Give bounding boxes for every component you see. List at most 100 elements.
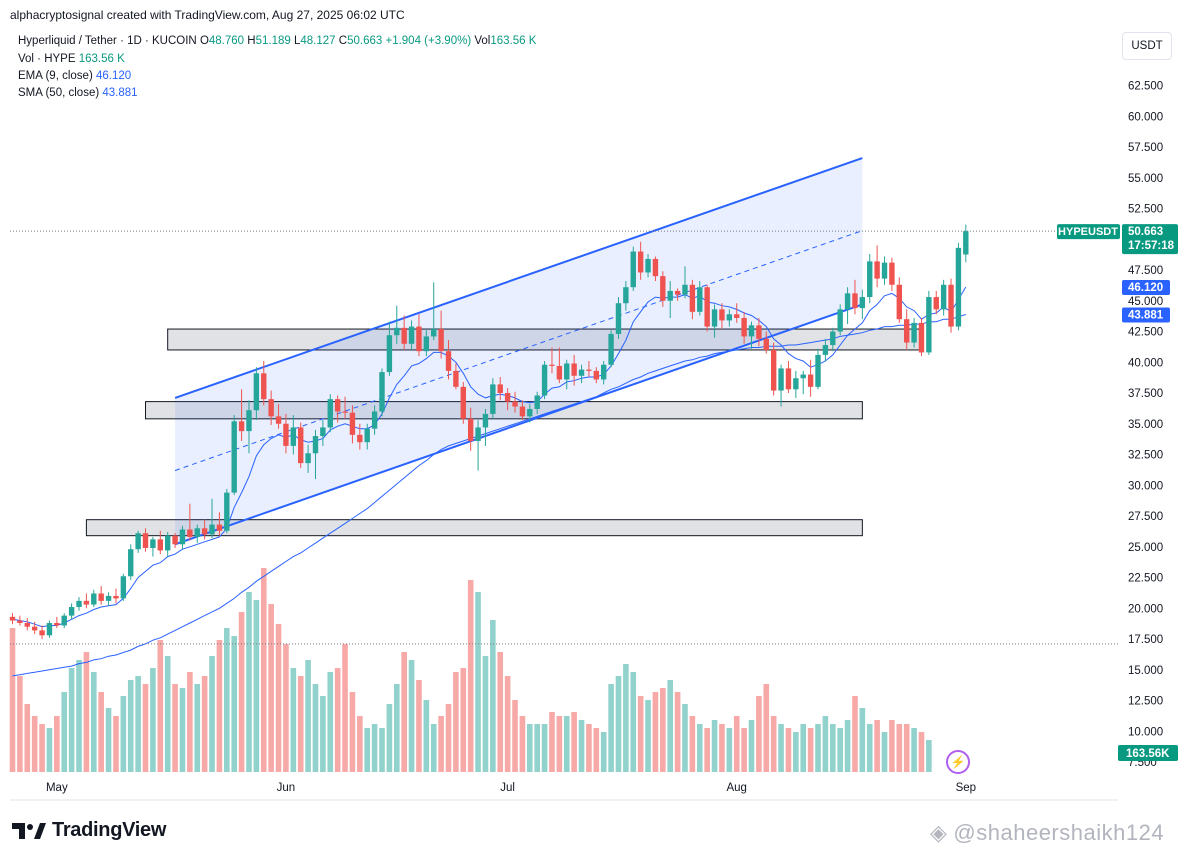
volume-bar xyxy=(711,720,718,772)
sma-indicator-legend[interactable]: SMA (50, close) 43.881 xyxy=(18,87,138,99)
candle-body xyxy=(445,351,452,371)
candle xyxy=(194,524,200,544)
candle-body xyxy=(128,549,134,577)
candle xyxy=(445,340,452,380)
candle-body xyxy=(903,319,910,343)
volume-bar xyxy=(453,672,459,772)
candle-body xyxy=(216,524,223,531)
candle xyxy=(320,420,326,446)
volume-bar xyxy=(46,728,53,772)
channel-lower-line xyxy=(174,303,863,546)
volume-bar xyxy=(290,668,297,772)
candle xyxy=(726,309,733,327)
candle-body xyxy=(423,336,430,352)
candle-body xyxy=(61,615,67,626)
candle-body xyxy=(549,364,555,366)
candle xyxy=(564,359,570,390)
candle xyxy=(105,592,112,606)
candle xyxy=(275,404,282,429)
candle-body xyxy=(770,349,777,391)
candle-body xyxy=(150,539,156,548)
candle xyxy=(113,588,119,604)
candle-body xyxy=(342,411,348,413)
candle-body xyxy=(940,284,947,310)
candle xyxy=(453,363,459,390)
volume-bar xyxy=(61,692,68,772)
candle xyxy=(874,245,880,288)
volume-bar xyxy=(719,724,725,772)
channel-fill xyxy=(175,158,863,545)
volume-bar xyxy=(17,676,23,772)
candle-body xyxy=(416,326,422,352)
candle-body xyxy=(268,399,274,417)
volume-bar xyxy=(512,700,518,772)
volume-bar xyxy=(150,668,156,772)
volume-bar xyxy=(682,704,688,772)
volume-bar xyxy=(312,684,319,772)
candle xyxy=(231,415,237,496)
candle xyxy=(342,396,348,419)
candle xyxy=(940,279,947,316)
candle-body xyxy=(660,276,666,301)
currency-unit-button[interactable]: USDT xyxy=(1122,32,1172,60)
volume-bar xyxy=(534,724,540,772)
volume-bar xyxy=(911,728,917,772)
candle-body xyxy=(955,247,962,327)
sma-50-line xyxy=(12,314,966,677)
candle xyxy=(734,303,740,323)
candle-body xyxy=(807,374,814,387)
volume-bar xyxy=(305,660,311,772)
candle-body xyxy=(275,416,282,424)
ema-indicator-legend[interactable]: EMA (9, close) 46.120 xyxy=(18,70,132,82)
candle xyxy=(933,290,939,315)
volume-indicator-legend[interactable]: Vol · HYPE 163.56 K xyxy=(18,53,125,65)
volume-bar xyxy=(482,656,489,772)
symbol-name[interactable]: Hyperliquid / Tether · 1D · KUCOIN xyxy=(18,35,197,47)
volume-bar xyxy=(371,724,378,772)
volume-bar xyxy=(504,676,511,772)
candle-body xyxy=(305,453,311,464)
volume-bar xyxy=(881,732,888,772)
volume-bar xyxy=(556,716,563,772)
volume-bar xyxy=(127,680,134,772)
candle xyxy=(172,533,178,548)
candle-body xyxy=(963,231,969,255)
volume-bar xyxy=(903,724,910,772)
volume-bar xyxy=(696,724,703,772)
support-zone-2 xyxy=(145,401,863,420)
candle-body xyxy=(586,369,592,371)
candle xyxy=(815,348,821,390)
candle xyxy=(807,359,814,397)
candle-body xyxy=(571,363,577,376)
candle xyxy=(379,368,385,417)
candle xyxy=(911,317,917,348)
candle-body xyxy=(689,284,696,312)
volume-bar xyxy=(253,600,260,772)
candle-body xyxy=(763,338,769,350)
volume-bar xyxy=(733,716,740,772)
candle xyxy=(623,281,629,311)
candle-body xyxy=(756,325,762,339)
y-tick-label: 55.000 xyxy=(1128,173,1163,185)
candle-body xyxy=(519,406,526,417)
volume-bar xyxy=(571,712,577,772)
candle xyxy=(881,256,888,285)
ema-price-tag-label: 46.120 xyxy=(1128,282,1163,294)
symbol-price-tag: HYPEUSDT 50.663 17:57:18 xyxy=(1057,224,1178,255)
volume-bar xyxy=(268,604,274,772)
candle xyxy=(298,422,304,469)
volume-bar xyxy=(467,580,474,772)
candle xyxy=(423,330,430,357)
symbol-tag-bg xyxy=(1057,224,1120,240)
x-tick-label: May xyxy=(46,782,68,794)
volume-bar xyxy=(327,672,334,772)
candle-body xyxy=(711,309,718,327)
lightning-icon[interactable]: ⚡ xyxy=(946,750,970,774)
candle xyxy=(17,615,23,626)
y-tick-label: 10.000 xyxy=(1128,726,1163,738)
volume-bar xyxy=(209,656,215,772)
volume-bar xyxy=(164,656,171,772)
candle xyxy=(630,246,636,291)
candle-body xyxy=(504,393,511,402)
